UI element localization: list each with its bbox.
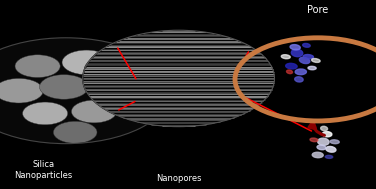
Ellipse shape: [318, 138, 329, 145]
Ellipse shape: [322, 132, 332, 137]
Circle shape: [71, 100, 117, 123]
Circle shape: [83, 30, 274, 127]
Ellipse shape: [317, 145, 326, 150]
Circle shape: [0, 78, 43, 103]
Circle shape: [109, 51, 154, 74]
Circle shape: [86, 77, 132, 100]
Circle shape: [15, 55, 60, 77]
Ellipse shape: [295, 69, 306, 75]
Text: Nanopores: Nanopores: [156, 174, 202, 183]
Circle shape: [85, 58, 126, 78]
Ellipse shape: [281, 55, 290, 59]
Text: Silica
Nanoparticles: Silica Nanoparticles: [14, 160, 72, 180]
Ellipse shape: [299, 57, 310, 64]
Ellipse shape: [291, 49, 303, 57]
Ellipse shape: [287, 70, 293, 74]
Ellipse shape: [312, 152, 323, 158]
Circle shape: [39, 75, 88, 99]
Ellipse shape: [325, 155, 333, 158]
Circle shape: [235, 38, 376, 121]
Ellipse shape: [330, 140, 339, 144]
Circle shape: [23, 102, 68, 125]
Ellipse shape: [310, 138, 318, 142]
Ellipse shape: [295, 77, 303, 82]
Circle shape: [132, 74, 169, 93]
Ellipse shape: [290, 45, 300, 50]
Text: Pore: Pore: [307, 5, 328, 15]
Ellipse shape: [326, 146, 336, 152]
Circle shape: [117, 99, 161, 121]
Circle shape: [62, 50, 111, 75]
Circle shape: [0, 38, 171, 144]
Ellipse shape: [321, 126, 327, 131]
Ellipse shape: [312, 59, 320, 62]
Circle shape: [53, 121, 97, 143]
Ellipse shape: [303, 55, 314, 59]
Ellipse shape: [308, 66, 316, 70]
Ellipse shape: [303, 43, 310, 47]
Ellipse shape: [286, 63, 297, 69]
